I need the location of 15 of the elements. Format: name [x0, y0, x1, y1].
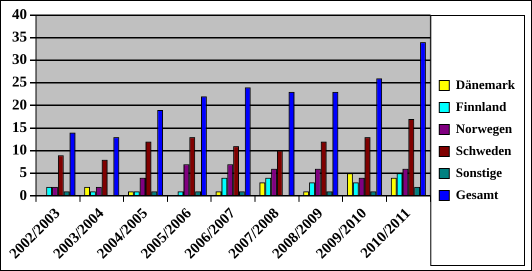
y-tick-label: 10 — [12, 142, 27, 159]
legend-label: Finnland — [456, 98, 508, 114]
y-tick-label: 40 — [12, 6, 27, 23]
y-tick-label: 5 — [20, 165, 27, 182]
y-tick-label: 15 — [12, 120, 27, 136]
legend-label: Norwegen — [456, 120, 513, 136]
y-tick-label: 25 — [12, 74, 27, 91]
y-tick-label: 20 — [12, 97, 27, 114]
legend-label: Sonstige — [456, 164, 502, 180]
y-tick-label: 30 — [12, 52, 27, 68]
legend-label: Gesamt — [456, 186, 500, 202]
legend-label: Dänemark — [456, 76, 516, 92]
y-tick-label: 0 — [20, 188, 27, 204]
y-tick-label: 35 — [12, 29, 27, 46]
legend-label: Schweden — [456, 142, 512, 158]
